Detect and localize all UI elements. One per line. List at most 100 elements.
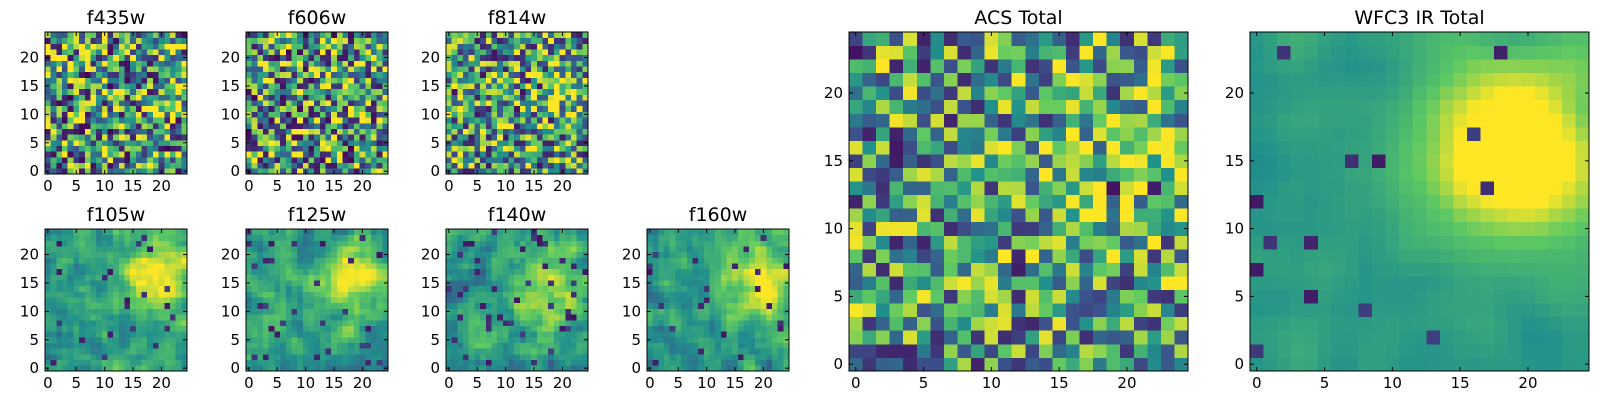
heatmap-cell (79, 60, 86, 67)
heatmap-cell (451, 145, 458, 152)
heatmap-cell (365, 94, 372, 101)
heatmap-cell (485, 251, 492, 258)
heatmap-cell (263, 105, 270, 112)
heatmap-cell (957, 303, 972, 318)
heatmap-cell (147, 297, 154, 304)
heatmap-cell (164, 297, 171, 304)
heatmap-cell (331, 105, 338, 112)
heatmap-cell (96, 71, 103, 78)
heatmap-cell (681, 280, 688, 287)
heatmap-cell (314, 280, 321, 287)
heatmap-cell (67, 100, 74, 107)
heatmap-cell (84, 128, 91, 135)
heatmap-cell (175, 285, 182, 292)
heatmap-cell (1106, 330, 1121, 345)
heatmap-cell (998, 316, 1013, 331)
heatmap-cell (73, 325, 80, 332)
heatmap-cell (519, 308, 526, 315)
heatmap-cell (497, 54, 504, 61)
heatmap-cell (647, 342, 654, 349)
heatmap-cell (652, 359, 659, 366)
heatmap-cell (73, 60, 80, 67)
heatmap-cell (703, 359, 710, 366)
heatmap-cell (771, 229, 779, 236)
heatmap-cell (485, 348, 492, 355)
heatmap-cell (446, 257, 453, 264)
heatmap-cell (101, 111, 108, 118)
heatmap-cell (297, 268, 304, 275)
heatmap-cell (164, 49, 171, 56)
heatmap-cell (118, 105, 125, 112)
heatmap-cell (664, 246, 671, 253)
heatmap-cell (570, 100, 578, 107)
heatmap-cell (257, 319, 264, 326)
heatmap-cell (525, 43, 532, 50)
heatmap-cell (175, 246, 182, 253)
heatmap-cell (1160, 276, 1175, 291)
heatmap-cell (480, 331, 487, 338)
heatmap-cell (251, 353, 258, 361)
heatmap-cell (531, 263, 538, 270)
heatmap-cell (135, 122, 142, 129)
heatmap-cell (559, 128, 566, 135)
heatmap-cell (84, 134, 91, 141)
heatmap-cell (760, 234, 767, 241)
heatmap-cell (141, 128, 148, 135)
heatmap-cell (141, 319, 148, 326)
heatmap-cell (1160, 289, 1175, 304)
heatmap-cell (749, 280, 756, 287)
heatmap-cell (463, 348, 470, 355)
heatmap-cell (147, 162, 154, 169)
heatmap-cell (113, 145, 120, 152)
heatmap-cell (175, 240, 182, 247)
heatmap-cell (542, 83, 549, 90)
heatmap-cell (570, 32, 578, 39)
heatmap-cell (1038, 194, 1053, 209)
heatmap-cell (1106, 248, 1121, 263)
heatmap-cell (246, 314, 253, 321)
heatmap-cell (451, 314, 458, 321)
heatmap-cell (647, 314, 654, 321)
heatmap-cell (916, 316, 931, 331)
heatmap-cell (382, 100, 389, 107)
heatmap-cell (743, 274, 750, 281)
heatmap-cell (582, 319, 589, 326)
heatmap-cell (124, 71, 131, 78)
heatmap-cell (302, 257, 309, 264)
heatmap-cell (1120, 181, 1135, 196)
heatmap-cell (101, 240, 108, 247)
heatmap-cell (291, 319, 298, 326)
heatmap-cell (474, 94, 481, 101)
heatmap-cell (1120, 357, 1135, 372)
heatmap-cell (514, 49, 521, 56)
heatmap-cell (497, 117, 504, 124)
heatmap-cell (559, 353, 566, 361)
heatmap-cell (777, 353, 784, 361)
heatmap-cell (485, 302, 492, 309)
heatmap-cell (45, 325, 52, 332)
heatmap-cell (101, 128, 108, 135)
heatmap-cell (943, 181, 958, 196)
heatmap-cell (681, 336, 688, 343)
heatmap-cell (376, 365, 383, 372)
heatmap-cell (542, 156, 549, 164)
heatmap-cell (56, 77, 63, 84)
heatmap-cell (342, 308, 349, 315)
heatmap-cell (96, 60, 103, 67)
heatmap-cell (342, 274, 349, 281)
heatmap-cell (251, 162, 258, 169)
heatmap-cell (777, 342, 784, 349)
heatmap-cell (152, 297, 159, 304)
heatmap-cell (353, 145, 360, 152)
heatmap-cell (771, 365, 779, 372)
heatmap-cell (101, 274, 108, 281)
heatmap-cell (280, 145, 287, 152)
heatmap-cell (652, 274, 659, 281)
heatmap-cell (451, 32, 458, 39)
heatmap-cell (570, 348, 578, 355)
heatmap-cell (365, 336, 372, 343)
heatmap-cell (720, 359, 727, 366)
heatmap-cell (480, 54, 487, 61)
heatmap-cell (1065, 289, 1080, 304)
heatmap-cell (79, 336, 86, 343)
